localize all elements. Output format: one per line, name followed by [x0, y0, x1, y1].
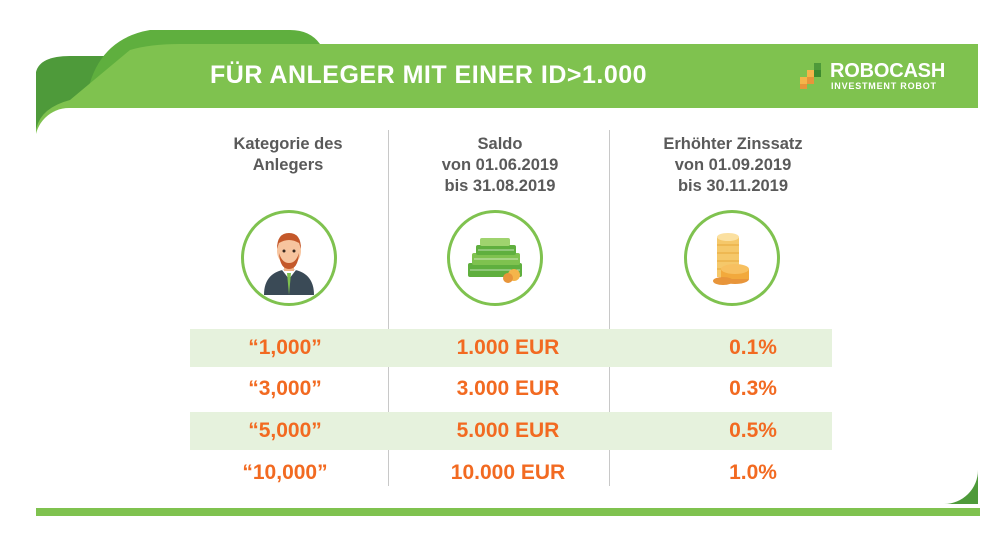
- column-header-rate: Erhöhter Zinssatz von 01.09.2019 bis 30.…: [663, 135, 803, 195]
- column-header-balance: Saldo von 01.06.2019 bis 31.08.2019: [441, 135, 559, 195]
- column-divider: [388, 130, 389, 486]
- money-stack-icon: [447, 210, 543, 306]
- robocash-logo: ROBOCASH INVESTMENT ROBOT: [800, 60, 950, 94]
- table-row: “1,000” 1.000 EUR 0.1%: [190, 329, 832, 367]
- logo-name: ROBOCASH: [830, 60, 946, 82]
- category-value: “1,000”: [248, 336, 322, 359]
- logo-tagline: INVESTMENT ROBOT: [831, 81, 937, 91]
- balance-value: 5.000 EUR: [456, 419, 560, 442]
- bottom-bar: [36, 508, 980, 516]
- table-row: “5,000” 5.000 EUR 0.5%: [190, 412, 832, 450]
- rate-value: 0.1%: [729, 336, 777, 359]
- rate-value: 0.5%: [729, 419, 777, 442]
- robocash-logo-icon: [800, 63, 821, 89]
- column-divider: [609, 130, 610, 486]
- investor-avatar-icon: [241, 210, 337, 306]
- category-value: “3,000”: [248, 377, 322, 400]
- banner-title: FÜR ANLEGER MIT EINER ID>1.000: [210, 61, 648, 89]
- coins-stack-icon: [684, 210, 780, 306]
- column-header-category: Kategorie des Anlegers: [233, 135, 343, 174]
- balance-value: 3.000 EUR: [456, 377, 560, 400]
- table-row: “10,000” 10.000 EUR 1.0%: [190, 454, 832, 492]
- category-value: “5,000”: [248, 419, 322, 442]
- balance-value: 10.000 EUR: [450, 461, 566, 484]
- rate-value: 0.3%: [729, 377, 777, 400]
- balance-value: 1.000 EUR: [456, 336, 560, 359]
- category-value: “10,000”: [242, 461, 328, 484]
- table-row: “3,000” 3.000 EUR 0.3%: [190, 370, 832, 408]
- rate-value: 1.0%: [729, 461, 777, 484]
